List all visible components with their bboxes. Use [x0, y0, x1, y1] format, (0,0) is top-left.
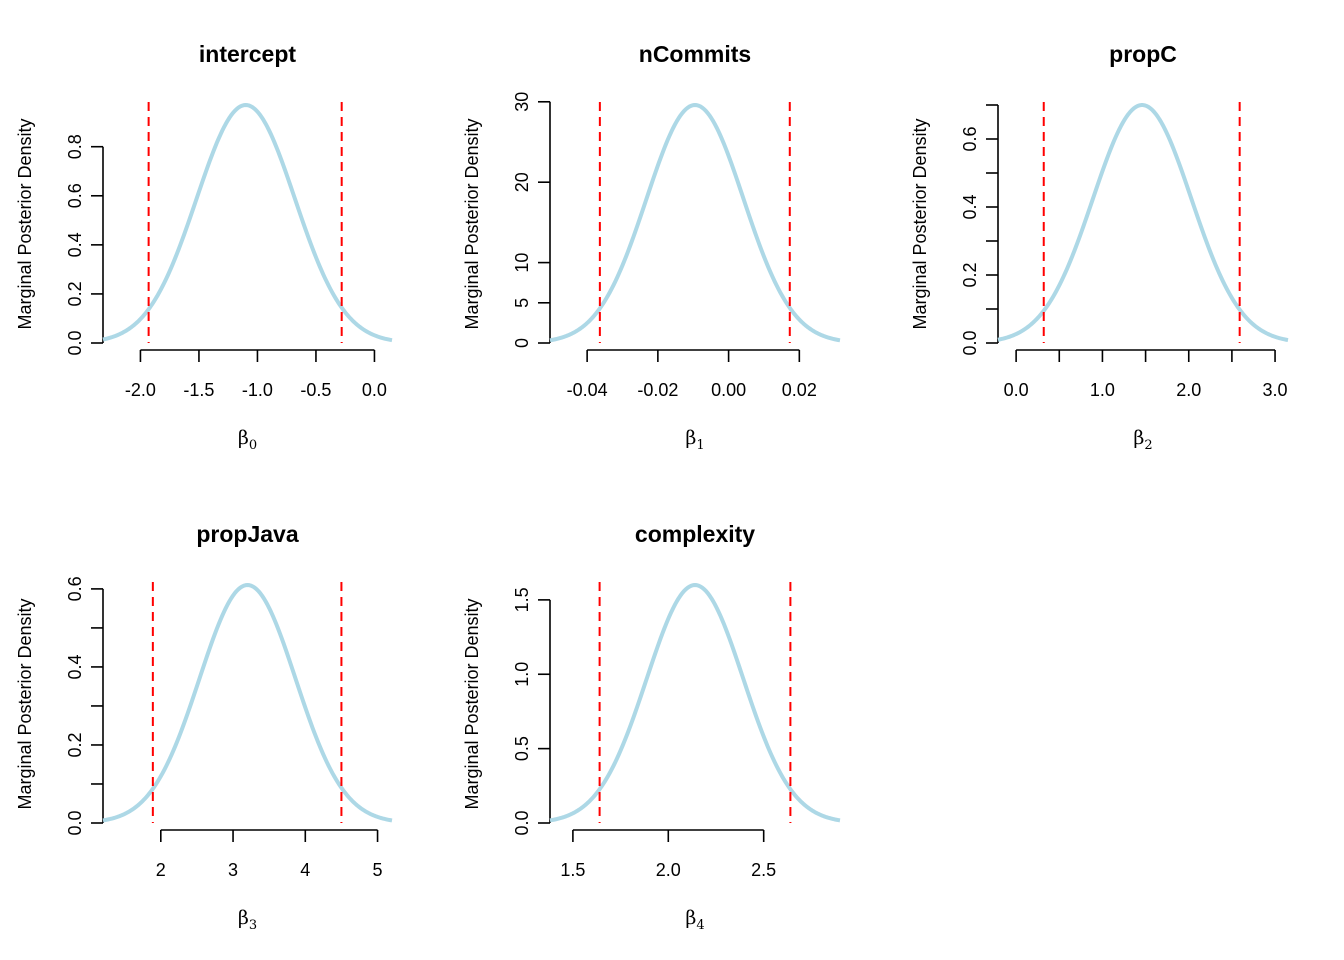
chart-title: propJava — [196, 521, 298, 547]
x-axis-label-subscript: 0 — [249, 438, 257, 453]
y-tick-label: 0.8 — [65, 134, 85, 159]
x-tick-label: 3.0 — [1263, 380, 1288, 400]
x-axis-label-symbol: β — [238, 907, 249, 929]
x-tick-label: 1.5 — [560, 860, 585, 880]
x-axis-label-subscript: 1 — [696, 438, 704, 453]
panel-nCommits: nCommits 0 5 10 20 30 Marginal Posterior Densi… — [462, 41, 841, 453]
x-axis-label: β0 — [238, 427, 257, 453]
x-tick-label: 2.0 — [1176, 380, 1201, 400]
x-tick-label: 0.00 — [711, 380, 746, 400]
x-tick-label: -0.5 — [300, 380, 331, 400]
y-tick-label: 0.0 — [65, 330, 85, 355]
y-axis-label: Marginal Posterior Density — [15, 598, 35, 809]
x-tick-label: 0.02 — [782, 380, 817, 400]
x-axis-label: β2 — [1133, 427, 1152, 453]
y-tick-label: 0.6 — [960, 126, 980, 151]
y-tick-label: 0.5 — [512, 736, 532, 761]
x-axis-label-symbol: β — [685, 907, 696, 929]
x-tick-label: 2.0 — [656, 860, 681, 880]
y-tick-label: 30 — [512, 92, 532, 112]
y-tick-label: 0.0 — [960, 330, 980, 355]
x-axis-label-subscript: 3 — [249, 918, 257, 933]
x-tick-label: 1.0 — [1090, 380, 1115, 400]
y-tick-label: 5 — [512, 298, 532, 308]
density-curve — [549, 583, 841, 823]
x-tick-label: 4 — [300, 860, 310, 880]
x-axis-label-subscript: 4 — [696, 918, 704, 933]
panel-complexity: complexity 0.0 0.5 1.0 1.5 Marginal Posterior… — [462, 521, 841, 933]
y-tick-label: 0.0 — [65, 810, 85, 835]
y-tick-label: 10 — [512, 253, 532, 273]
density-curve — [549, 103, 841, 343]
y-tick-label: 0.0 — [512, 810, 532, 835]
x-tick-label: 5 — [373, 860, 383, 880]
y-tick-label: 0.4 — [65, 654, 85, 679]
chart-title: complexity — [635, 521, 755, 547]
y-tick-label: 0.2 — [65, 281, 85, 306]
x-axis-label: β3 — [238, 907, 257, 933]
x-axis-label-subscript: 2 — [1144, 438, 1152, 453]
y-tick-label: 1.0 — [512, 662, 532, 687]
x-tick-label: 2 — [156, 860, 166, 880]
y-tick-label: 20 — [512, 172, 532, 192]
y-tick-label: 0.2 — [960, 262, 980, 287]
x-axis-label-symbol: β — [238, 427, 249, 449]
x-tick-label: -1.0 — [242, 380, 273, 400]
x-axis-label: β4 — [685, 907, 704, 933]
y-tick-label: 1.5 — [512, 587, 532, 612]
chart-title: propC — [1109, 41, 1177, 67]
y-axis-label: Marginal Posterior Density — [910, 118, 930, 329]
y-axis-label: Marginal Posterior Density — [462, 598, 482, 809]
x-tick-label: -0.02 — [637, 380, 678, 400]
density-curve — [102, 583, 393, 823]
x-tick-label: -0.04 — [567, 380, 608, 400]
x-axis-label: β1 — [685, 427, 704, 453]
y-axis-label: Marginal Posterior Density — [462, 118, 482, 329]
x-tick-label: 0.0 — [1004, 380, 1029, 400]
panel-propJava: propJava 0.0 0.2 0.4 0.6 Marginal Posterior D… — [15, 521, 393, 933]
x-tick-label: -2.0 — [125, 380, 156, 400]
x-axis-label-symbol: β — [1133, 427, 1144, 449]
density-curve — [102, 103, 393, 343]
y-tick-label: 0.4 — [65, 232, 85, 257]
x-axis-label-symbol: β — [685, 427, 696, 449]
x-tick-label: 2.5 — [751, 860, 776, 880]
y-tick-label: 0.6 — [65, 183, 85, 208]
y-tick-label: 0.2 — [65, 732, 85, 757]
x-tick-label: -1.5 — [183, 380, 214, 400]
chart-title: intercept — [199, 41, 296, 67]
chart-title: nCommits — [639, 41, 751, 67]
x-tick-label: 0.0 — [362, 380, 387, 400]
y-tick-label: 0.4 — [960, 194, 980, 219]
y-axis-label: Marginal Posterior Density — [15, 118, 35, 329]
x-tick-label: 3 — [228, 860, 238, 880]
y-tick-label: 0.6 — [65, 576, 85, 601]
density-curve — [997, 103, 1289, 343]
y-tick-label: 0 — [512, 338, 532, 348]
panel-intercept: intercept 0.0 0.2 0.4 0.6 0.8 Marginal Posteri… — [15, 41, 393, 453]
panel-propC: propC 0.0 0.2 0.4 0.6 Marginal Posterior Dens… — [910, 41, 1289, 453]
